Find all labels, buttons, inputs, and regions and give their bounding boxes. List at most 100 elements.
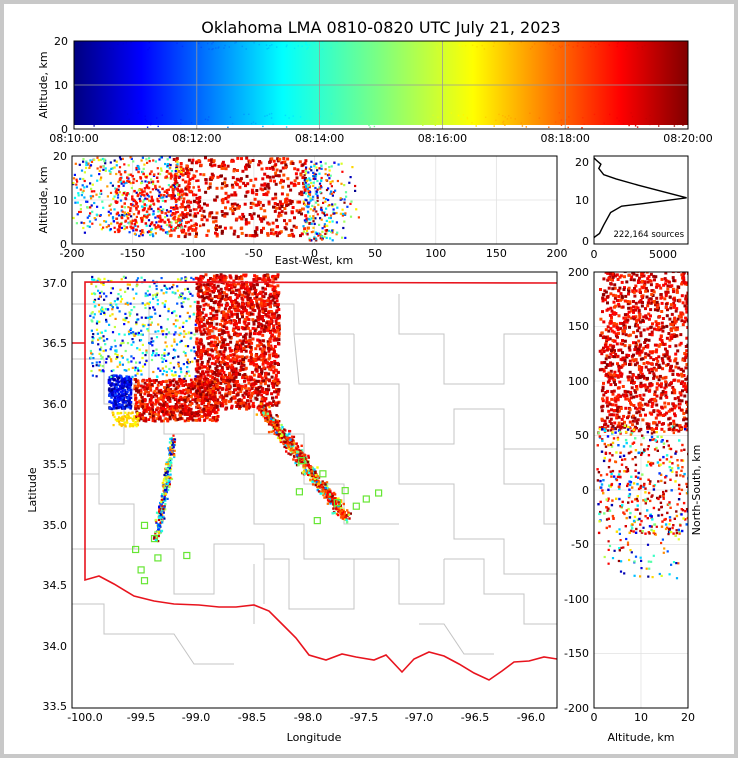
map-source <box>253 332 256 336</box>
map-source <box>172 396 175 400</box>
map-source <box>132 297 135 300</box>
map-source <box>137 406 140 410</box>
map-source <box>270 310 274 314</box>
map-source <box>268 305 272 308</box>
x-tick-label: 200 <box>547 247 568 260</box>
map-source <box>230 283 233 287</box>
ew-source <box>119 222 123 226</box>
map-source <box>190 395 193 399</box>
time-height-source <box>508 43 511 45</box>
map-source <box>213 395 217 399</box>
ew-source <box>304 172 307 175</box>
time-height-source <box>641 48 644 51</box>
map-source <box>267 379 271 383</box>
map-source <box>127 388 131 392</box>
map-source <box>273 301 277 305</box>
map-source <box>219 322 222 326</box>
time-height-source <box>560 46 562 49</box>
ew-source <box>214 216 218 220</box>
map-source <box>173 394 177 398</box>
map-source <box>112 403 115 407</box>
map-source <box>254 379 257 383</box>
map-source <box>174 319 177 322</box>
ew-source <box>177 184 181 188</box>
ew-source <box>143 187 147 190</box>
map-source <box>138 399 142 403</box>
map-source <box>233 301 236 305</box>
map-source <box>211 277 215 281</box>
map-source <box>232 282 236 286</box>
map-source <box>219 404 223 408</box>
ew-source <box>331 205 334 208</box>
ew-source <box>135 206 138 210</box>
ew-source <box>250 188 254 192</box>
map-source <box>165 374 168 377</box>
map-source <box>225 327 229 330</box>
map-source <box>116 391 120 394</box>
ew-source <box>285 222 289 226</box>
map-source <box>172 408 176 412</box>
ew-source <box>261 188 265 192</box>
time-height-source <box>368 45 370 47</box>
map-source <box>211 335 215 339</box>
ew-source <box>188 232 192 236</box>
ew-source <box>164 231 168 234</box>
ew-source <box>309 208 312 211</box>
time-height-source <box>306 44 308 46</box>
ew-source <box>211 176 215 180</box>
ew-source <box>274 231 278 234</box>
map-source <box>140 333 143 336</box>
map-source <box>207 402 210 406</box>
time-height-source <box>288 117 290 119</box>
map-source <box>247 395 250 398</box>
map-source <box>230 302 234 306</box>
ew-source <box>104 169 107 172</box>
ew-source <box>212 220 216 224</box>
time-height-source <box>371 112 373 115</box>
ew-source <box>324 200 327 203</box>
map-source <box>222 276 226 280</box>
map-source <box>195 412 198 415</box>
map-source <box>120 355 123 358</box>
ew-source <box>148 205 152 208</box>
map-source <box>211 372 215 376</box>
ew-source <box>186 175 190 178</box>
ew-source <box>268 166 272 170</box>
ew-source <box>74 201 77 204</box>
map-source <box>200 386 204 390</box>
x-tick-label: -200 <box>60 247 85 260</box>
map-source <box>176 278 180 281</box>
map-source <box>311 483 315 486</box>
map-source <box>194 391 198 395</box>
map-source <box>205 351 209 355</box>
map-source <box>229 353 233 357</box>
time-height-source <box>208 116 210 118</box>
map-source <box>227 307 231 311</box>
map-source <box>114 352 117 355</box>
ew-source <box>200 218 204 222</box>
ew-source <box>262 183 266 187</box>
ew-source <box>119 199 123 202</box>
map-source <box>102 292 106 295</box>
ew-source <box>284 166 288 170</box>
map-source <box>127 415 130 418</box>
ew-source <box>255 233 259 237</box>
map-source <box>261 309 265 313</box>
ew-source <box>85 163 88 167</box>
map-source <box>154 402 157 406</box>
time-height-source <box>682 119 684 121</box>
ew-source <box>354 184 357 188</box>
y-tick-label: 0 <box>60 238 67 251</box>
map-source <box>155 336 159 339</box>
map-source <box>241 293 245 297</box>
map-source <box>116 388 119 392</box>
ew-source <box>203 202 206 206</box>
ew-source <box>79 177 82 180</box>
ew-source <box>255 226 259 230</box>
map-source <box>177 355 180 358</box>
ew-source <box>310 217 313 220</box>
map-source <box>156 375 159 379</box>
ew-source <box>158 214 162 218</box>
map-source <box>223 400 227 404</box>
map-source <box>170 369 173 373</box>
